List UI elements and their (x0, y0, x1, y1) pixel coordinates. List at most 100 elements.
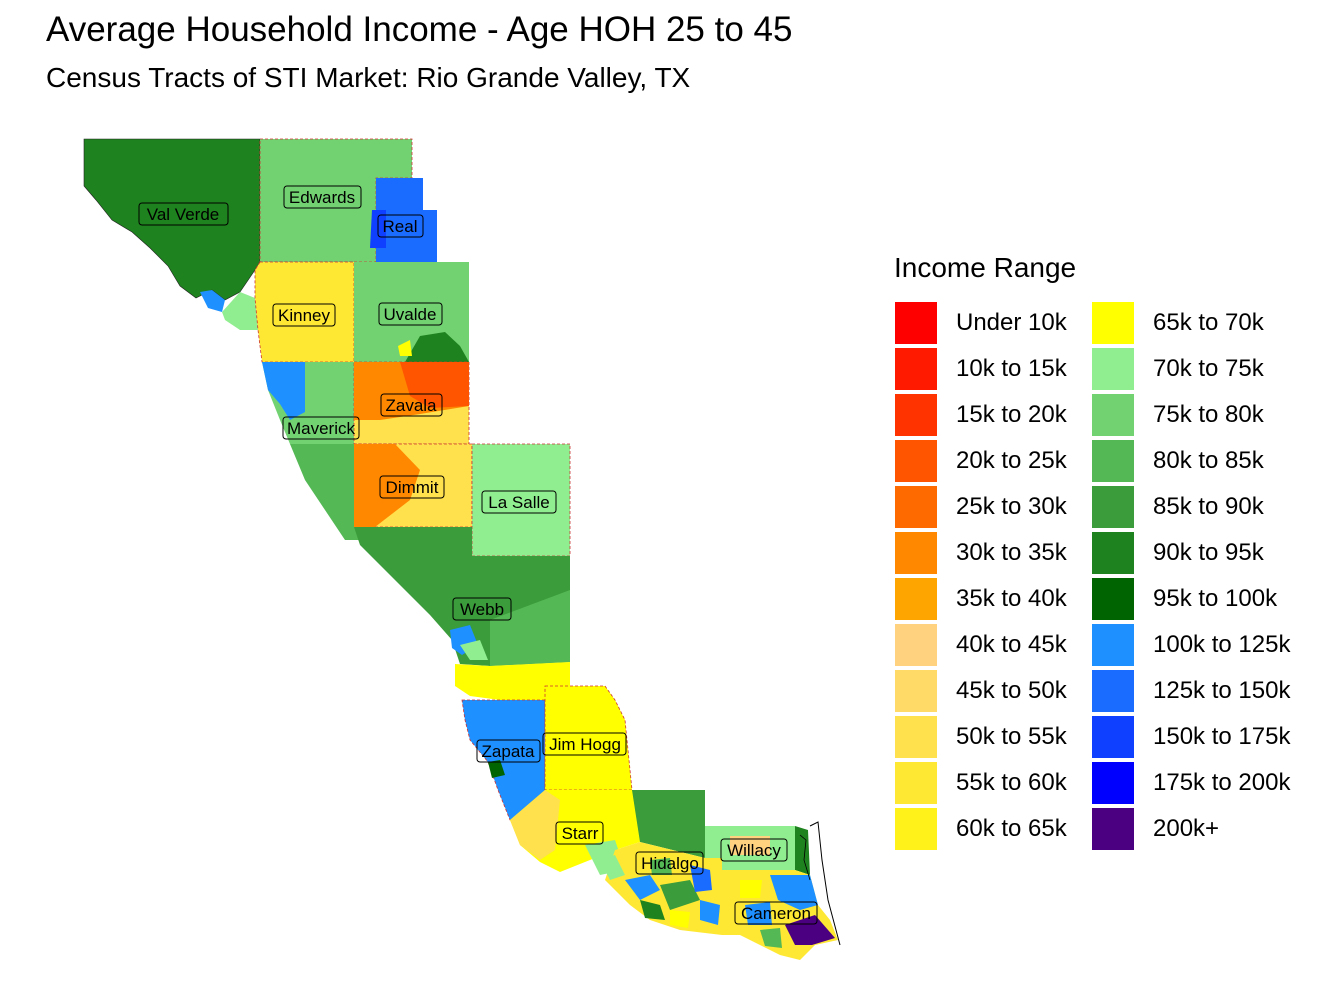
legend-item: 10k to 15k (895, 346, 1067, 392)
legend-swatch (895, 440, 937, 482)
legend-swatch (895, 486, 937, 528)
county-label-la-salle: La Salle (481, 490, 557, 514)
legend-label: 70k to 75k (1153, 355, 1264, 382)
county-label-dimmit: Dimmit (379, 475, 445, 499)
legend-label: 100k to 125k (1153, 631, 1291, 658)
legend-swatch (895, 578, 937, 620)
legend-label: 175k to 200k (1153, 769, 1291, 796)
county-brooks (632, 790, 705, 858)
legend-swatch (1092, 348, 1134, 390)
legend-swatch (895, 716, 937, 758)
legend-item: 40k to 45k (895, 622, 1067, 668)
county-val-verde (83, 138, 261, 330)
legend-item: 75k to 80k (1092, 392, 1290, 438)
legend-label: 60k to 65k (956, 815, 1067, 842)
svg-text:Val Verde: Val Verde (147, 205, 219, 224)
county-strip (290, 444, 365, 540)
legend-label: 95k to 100k (1153, 585, 1278, 612)
county-label-uvalde: Uvalde (378, 302, 443, 326)
legend-item: 200k+ (1092, 806, 1290, 852)
legend-item: 70k to 75k (1092, 346, 1290, 392)
legend-swatch (895, 762, 937, 804)
legend-item: 80k to 85k (1092, 438, 1290, 484)
legend-item: 150k to 175k (1092, 714, 1290, 760)
legend-item: 90k to 95k (1092, 530, 1290, 576)
legend-label: 90k to 95k (1153, 539, 1264, 566)
svg-text:Edwards: Edwards (289, 188, 355, 207)
map-subtitle: Census Tracts of STI Market: Rio Grande … (46, 62, 691, 93)
county-cameron (722, 870, 838, 960)
legend-label: 150k to 175k (1153, 723, 1291, 750)
county-webb (354, 527, 570, 666)
legend-swatch (895, 394, 937, 436)
county-label-cameron: Cameron (734, 901, 818, 925)
legend-item: Under 10k (895, 300, 1067, 346)
svg-text:Dimmit: Dimmit (386, 478, 439, 497)
legend-item: 125k to 150k (1092, 668, 1290, 714)
county-label-willacy: Willacy (720, 838, 788, 862)
legend-item: 35k to 40k (895, 576, 1067, 622)
legend-label: 55k to 60k (956, 769, 1067, 796)
legend-label: 65k to 70k (1153, 309, 1264, 336)
svg-text:Starr: Starr (562, 824, 599, 843)
legend-label: 75k to 80k (1153, 401, 1264, 428)
county-label-val-verde: Val Verde (138, 202, 229, 226)
svg-text:Cameron: Cameron (741, 904, 811, 923)
legend-swatch (895, 348, 937, 390)
svg-text:Real: Real (383, 217, 418, 236)
legend-swatch (1092, 486, 1134, 528)
legend-item: 20k to 25k (895, 438, 1067, 484)
county-label-real: Real (377, 214, 424, 238)
legend-label: Under 10k (956, 309, 1067, 336)
legend-column-2: 65k to 70k 70k to 75k 75k to 80k 80k to 85k… (1092, 300, 1290, 852)
county-label-maverick: Maverick (282, 416, 360, 440)
legend-label: 20k to 25k (956, 447, 1067, 474)
svg-text:Zavala: Zavala (385, 396, 437, 415)
legend-swatch (1092, 808, 1134, 850)
county-dimmit (353, 443, 473, 528)
legend-swatch (1092, 624, 1134, 666)
county-label-edwards: Edwards (283, 185, 362, 209)
county-willacy (705, 826, 810, 875)
legend-label: 50k to 55k (956, 723, 1067, 750)
legend-swatch (895, 808, 937, 850)
legend-swatch (1092, 532, 1134, 574)
svg-text:Maverick: Maverick (287, 419, 356, 438)
legend-swatch (1092, 578, 1134, 620)
legend-item: 65k to 70k (1092, 300, 1290, 346)
legend-item: 100k to 125k (1092, 622, 1290, 668)
legend-label: 40k to 45k (956, 631, 1067, 658)
svg-text:Willacy: Willacy (727, 841, 781, 860)
svg-text:La Salle: La Salle (488, 493, 549, 512)
county-label-hidalgo: Hidalgo (635, 851, 704, 875)
legend-label: 200k+ (1153, 815, 1220, 842)
legend-swatch (1092, 670, 1134, 712)
county-maverick (262, 362, 354, 444)
legend-swatch (1092, 440, 1134, 482)
legend-swatch (1092, 762, 1134, 804)
legend-label: 15k to 20k (956, 401, 1067, 428)
legend-item: 95k to 100k (1092, 576, 1290, 622)
legend-swatch (895, 532, 937, 574)
legend-swatch (1092, 716, 1134, 758)
county-label-kinney: Kinney (272, 303, 336, 327)
legend-item: 25k to 30k (895, 484, 1067, 530)
legend-swatch (1092, 302, 1134, 344)
county-label-starr: Starr (555, 821, 604, 845)
legend-swatch (1092, 394, 1134, 436)
legend-swatch (895, 670, 937, 712)
legend-item: 45k to 50k (895, 668, 1067, 714)
legend-item: 60k to 65k (895, 806, 1067, 852)
legend-label: 85k to 90k (1153, 493, 1264, 520)
county-label-zavala: Zavala (380, 393, 443, 417)
legend-item: 50k to 55k (895, 714, 1067, 760)
legend-swatch (895, 302, 937, 344)
legend-item: 55k to 60k (895, 760, 1067, 806)
map-title: Average Household Income - Age HOH 25 to… (46, 10, 793, 49)
county-label-jim-hogg: Jim Hogg (542, 732, 627, 756)
county-zavala (353, 361, 470, 445)
legend-label: 30k to 35k (956, 539, 1067, 566)
coastline (799, 821, 841, 946)
legend-item: 175k to 200k (1092, 760, 1290, 806)
